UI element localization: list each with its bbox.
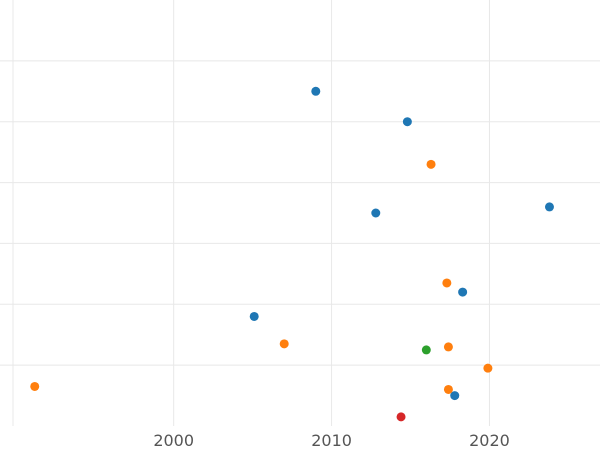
data-point	[544, 202, 554, 212]
data-point	[311, 86, 321, 96]
x-axis: 2000 2010 2020	[153, 431, 510, 450]
data-point	[421, 345, 431, 355]
data-point	[402, 117, 412, 127]
x-tick-label: 2020	[469, 431, 510, 450]
data-point	[442, 278, 452, 288]
data-point	[458, 287, 468, 297]
x-tick-label: 2010	[311, 431, 352, 450]
grid	[0, 0, 600, 426]
data-point	[450, 391, 460, 401]
data-point	[396, 412, 406, 422]
data-point	[426, 159, 436, 169]
data-point	[371, 208, 381, 218]
data-point	[483, 363, 493, 373]
x-tick-label: 2000	[153, 431, 194, 450]
data-point	[443, 342, 453, 352]
data-point	[30, 381, 40, 391]
data-points	[30, 86, 554, 422]
data-point	[279, 339, 289, 349]
data-point	[249, 311, 259, 321]
data-point	[443, 384, 453, 394]
